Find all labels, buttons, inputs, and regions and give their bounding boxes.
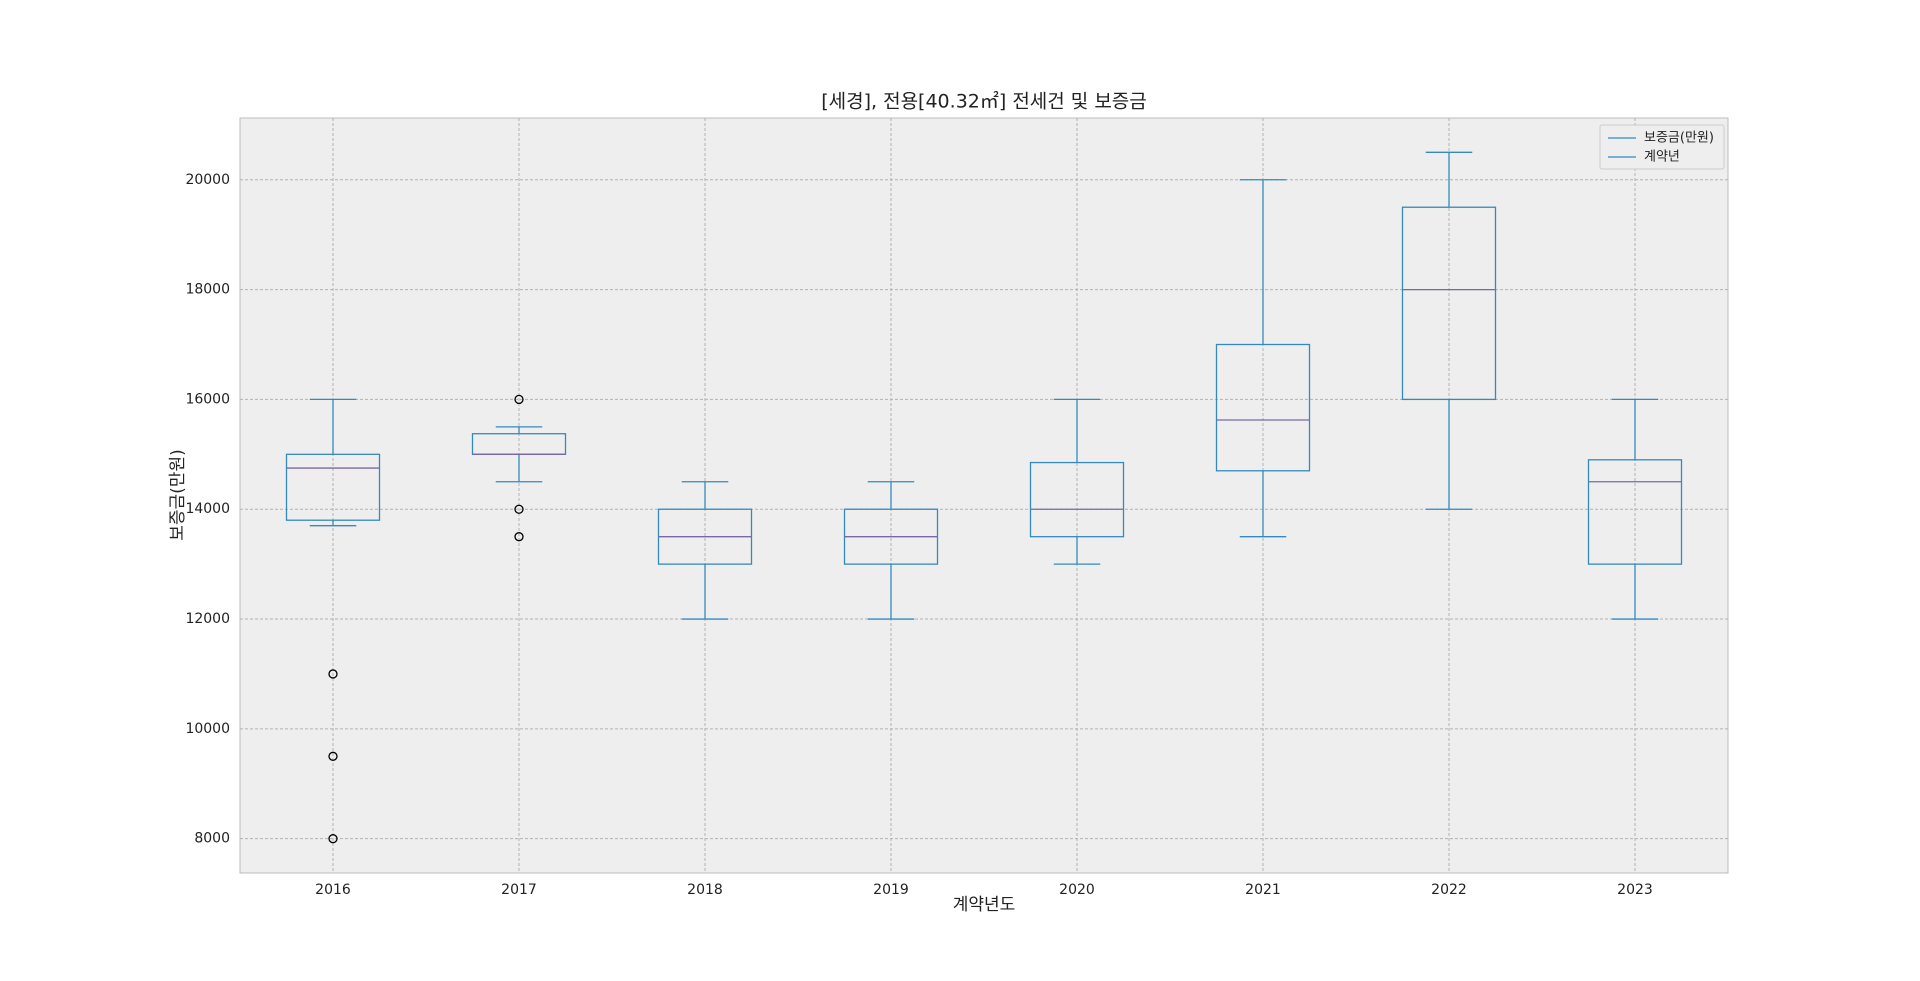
x-tick-label: 2020 <box>1059 882 1095 898</box>
chart-title: [세경], 전용[40.32㎡] 전세건 및 보증금 <box>821 90 1147 113</box>
box <box>1587 459 1683 565</box>
outlier <box>514 394 524 405</box>
legend-label: 계약년 <box>1644 150 1680 165</box>
outlier <box>328 834 338 844</box>
y-tick-label: 10000 <box>185 721 230 737</box>
x-tick-label: 2019 <box>873 882 909 898</box>
x-tick-label: 2021 <box>1245 882 1281 898</box>
legend-label: 보증금(만원) <box>1644 131 1714 146</box>
box <box>1029 461 1125 538</box>
legend-frame <box>1599 124 1725 170</box>
x-tick-label: 2016 <box>315 882 351 898</box>
y-tick-label: 8000 <box>194 831 230 847</box>
y-tick-label: 14000 <box>185 501 230 517</box>
y-tick-label: 12000 <box>185 611 230 627</box>
x-tick-label: 2022 <box>1431 882 1467 898</box>
y-tick-label: 20000 <box>185 172 230 188</box>
y-tick-label: 18000 <box>185 282 230 298</box>
box <box>285 453 381 521</box>
x-tick-label: 2017 <box>501 882 537 898</box>
box <box>1215 343 1311 472</box>
y-tick-label: 16000 <box>185 391 230 407</box>
outlier <box>328 669 338 679</box>
outlier <box>514 532 524 542</box>
plot-area <box>239 117 1729 874</box>
x-tick-label: 2018 <box>687 882 723 898</box>
x-axis-label: 계약년도 <box>953 895 1016 915</box>
box <box>1401 206 1497 401</box>
x-tick-label: 2023 <box>1617 882 1653 898</box>
outlier <box>514 504 524 514</box>
y-axis-label: 보증금(만원) <box>168 449 188 540</box>
outlier <box>328 751 338 761</box>
